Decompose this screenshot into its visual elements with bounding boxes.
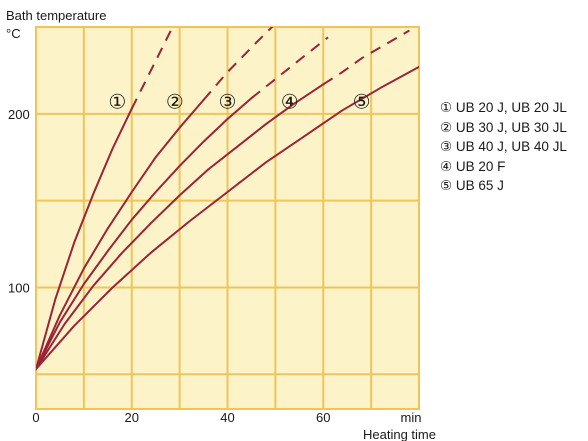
legend-item: ④ UB 20 F (440, 157, 567, 177)
curve-marker-2: ② (166, 90, 184, 114)
curve-dashed-2 (202, 27, 274, 101)
y-tick-label: 100 (8, 280, 30, 295)
curve-solid-3 (36, 97, 253, 371)
y-tick-label: 200 (8, 107, 30, 122)
legend-text: UB 65 J (455, 178, 504, 194)
legend-marker: ⑤ (440, 178, 453, 194)
curves (36, 27, 419, 371)
axis-ticks: 0 20 40 60 100 200 (8, 107, 330, 425)
curve-solid-4 (36, 83, 325, 371)
curve-dashed-4 (322, 29, 410, 86)
curve-solid-1 (36, 107, 133, 371)
curve-markers: ① ② ③ ④ ⑤ (108, 90, 370, 114)
legend-marker: ③ (440, 139, 453, 155)
x-tick-label: 0 (32, 410, 39, 425)
x-tick-label: 20 (125, 410, 139, 425)
y-axis-label: Bath temperature (6, 8, 106, 23)
curve-marker-4: ④ (281, 90, 299, 114)
grid (35, 26, 420, 410)
legend-text: UB 30 J, UB 30 JL (455, 119, 567, 135)
x-axis-unit: min (401, 410, 422, 425)
x-tick-label: 40 (220, 410, 234, 425)
curve-solid-2 (36, 98, 205, 371)
legend-marker: ② (440, 119, 453, 135)
curve-marker-5: ⑤ (353, 90, 371, 114)
x-axis-label: Heating time (363, 427, 436, 441)
legend-text: UB 20 F (455, 158, 506, 174)
x-tick-label: 60 (316, 410, 330, 425)
legend-marker: ① (440, 100, 453, 115)
curve-marker-1: ① (108, 90, 126, 114)
curve-dashed-1 (130, 27, 174, 110)
plot-border (35, 26, 420, 410)
y-axis-unit: °C (6, 26, 21, 41)
legend: ① UB 20 J, UB 20 JL ② UB 30 J, UB 30 JL … (440, 98, 567, 196)
legend-item: ① UB 20 J, UB 20 JL (440, 98, 567, 118)
legend-text: UB 40 J, UB 40 JL (455, 139, 567, 155)
curve-dashed-3 (250, 36, 329, 99)
curve-solid-5 (36, 65, 419, 371)
legend-item: ③ UB 40 J, UB 40 JL (440, 137, 567, 157)
legend-item: ⑤ UB 65 J (440, 176, 567, 196)
curve-marker-3: ③ (219, 90, 237, 114)
legend-marker: ④ (440, 158, 453, 174)
legend-text: UB 20 J, UB 20 JL (455, 100, 567, 115)
legend-item: ② UB 30 J, UB 30 JL (440, 118, 567, 138)
